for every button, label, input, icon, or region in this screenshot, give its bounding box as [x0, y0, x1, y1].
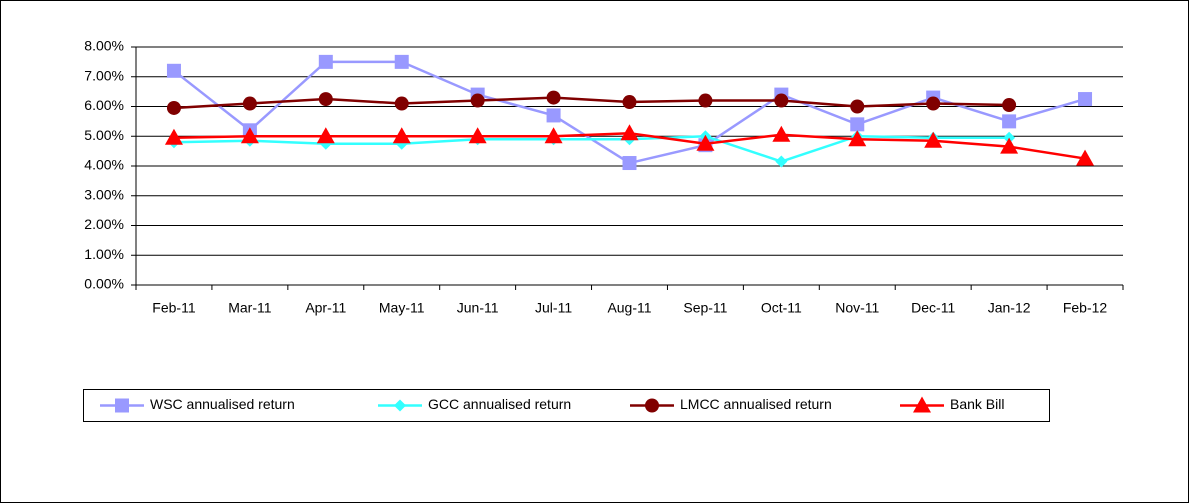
- x-tick-label: Oct-11: [761, 300, 802, 316]
- x-tick-label: Nov-11: [835, 300, 879, 316]
- marker: [1000, 137, 1019, 154]
- marker: [468, 127, 487, 144]
- marker: [772, 125, 791, 142]
- y-tick-label: 0.00%: [84, 276, 124, 292]
- marker: [318, 54, 333, 69]
- marker: [622, 156, 637, 171]
- x-tick-label: Feb-12: [1063, 300, 1108, 316]
- series-line: [173, 96, 1010, 110]
- x-tick-label: Aug-11: [607, 300, 651, 316]
- marker: [394, 399, 406, 412]
- marker: [164, 128, 183, 145]
- x-tick-label: Mar-11: [228, 300, 272, 316]
- y-tick-label: 2.00%: [84, 216, 124, 232]
- marker: [394, 96, 409, 111]
- legend: WSC annualised return GCC annualised retu…: [83, 389, 1050, 422]
- marker: [470, 93, 485, 108]
- marker: [774, 93, 789, 108]
- y-tick-label: 1.00%: [84, 246, 124, 262]
- x-tick-label: Jan-12: [988, 300, 1031, 316]
- marker: [240, 127, 259, 144]
- x-tick-label: Dec-11: [911, 300, 955, 316]
- marker: [318, 92, 333, 107]
- marker: [546, 108, 561, 123]
- marker: [394, 54, 409, 69]
- y-tick-label: 6.00%: [84, 97, 124, 113]
- x-tick-label: Feb-11: [152, 300, 196, 316]
- x-tick-label: Jun-11: [457, 300, 499, 316]
- series-line: [173, 134, 1010, 163]
- x-tick-label: Sep-11: [683, 300, 727, 316]
- y-tick-label: 5.00%: [84, 127, 124, 143]
- x-tick-label: May-11: [379, 300, 425, 316]
- y-tick-label: 4.00%: [84, 157, 124, 173]
- legend-box: [83, 389, 1050, 422]
- marker: [775, 155, 788, 168]
- legend-label: Bank Bill: [950, 396, 1004, 412]
- marker: [848, 130, 867, 147]
- marker: [850, 117, 865, 132]
- marker: [1002, 114, 1017, 129]
- y-tick-label: 7.00%: [84, 67, 124, 83]
- x-tick-label: Apr-11: [305, 300, 346, 316]
- marker: [1002, 98, 1017, 113]
- legend-label: LMCC annualised return: [680, 396, 832, 412]
- y-tick-label: 3.00%: [84, 186, 124, 202]
- marker: [698, 93, 713, 108]
- marker: [620, 124, 639, 141]
- y-tick-label: 8.00%: [84, 38, 124, 54]
- marker: [166, 100, 181, 115]
- marker: [645, 398, 659, 413]
- marker: [392, 127, 411, 144]
- marker: [316, 127, 335, 144]
- x-tick-label: Jul-11: [535, 300, 572, 316]
- marker: [115, 398, 129, 413]
- marker: [1078, 92, 1093, 107]
- marker: [166, 63, 181, 78]
- marker: [924, 131, 943, 148]
- legend-label: GCC annualised return: [428, 396, 571, 412]
- marker: [696, 134, 715, 151]
- marker: [622, 95, 637, 110]
- marker: [1076, 149, 1095, 166]
- marker: [544, 127, 563, 144]
- marker: [913, 396, 931, 413]
- marker: [926, 96, 941, 111]
- marker: [546, 90, 561, 105]
- marker: [850, 99, 865, 114]
- marker: [242, 96, 257, 111]
- legend-label: WSC annualised return: [150, 396, 295, 412]
